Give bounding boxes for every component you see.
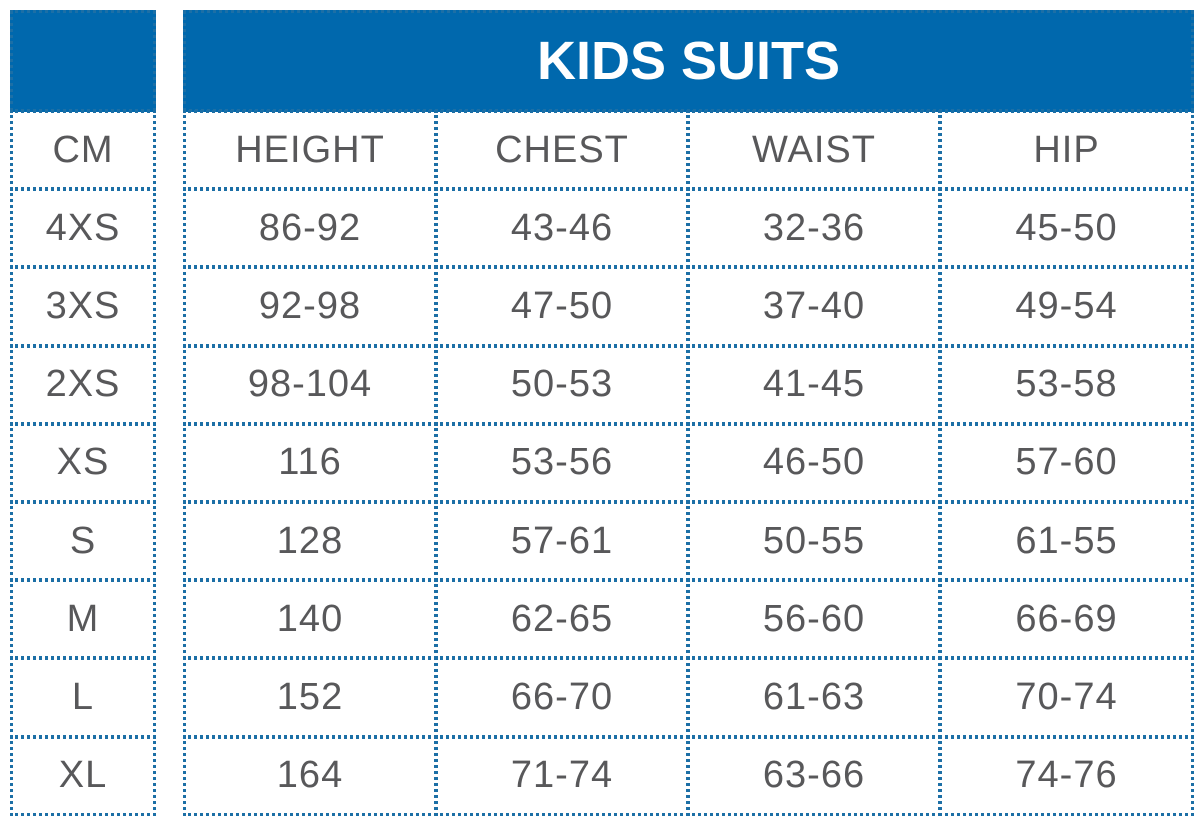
size-label: 4XS: [10, 188, 156, 269]
size-label: L: [10, 657, 156, 738]
table-cell: 66-69: [939, 579, 1194, 660]
table-cell: 152: [183, 657, 437, 738]
size-label: S: [10, 501, 156, 582]
table-cell: 47-50: [435, 266, 689, 347]
table-cell: 92-98: [183, 266, 437, 347]
size-label: 2XS: [10, 344, 156, 425]
table-cell: 53-58: [939, 344, 1194, 425]
size-label: M: [10, 579, 156, 660]
table-cell: 62-65: [435, 579, 689, 660]
table-cell: 98-104: [183, 344, 437, 425]
table-cell: 140: [183, 579, 437, 660]
table-cell: 57-61: [435, 501, 689, 582]
table-cell: 128: [183, 501, 437, 582]
title: KIDS SUITS: [183, 10, 1194, 112]
column-header: CHEST: [435, 110, 689, 191]
table-cell: 49-54: [939, 266, 1194, 347]
table-cell: 46-50: [687, 422, 941, 503]
table-cell: 50-55: [687, 501, 941, 582]
unit-header: CM: [10, 110, 156, 191]
size-label: 3XS: [10, 266, 156, 347]
size-label: XS: [10, 422, 156, 503]
table-cell: 37-40: [687, 266, 941, 347]
table-cell: 164: [183, 735, 437, 816]
size-label: XL: [10, 735, 156, 816]
table-cell: 57-60: [939, 422, 1194, 503]
column-header: HIP: [939, 110, 1194, 191]
header-blank: [10, 10, 156, 112]
table-cell: 43-46: [435, 188, 689, 269]
table-cell: 61-55: [939, 501, 1194, 582]
column-header: WAIST: [687, 110, 941, 191]
column-header: HEIGHT: [183, 110, 437, 191]
table-cell: 63-66: [687, 735, 941, 816]
table-cell: 74-76: [939, 735, 1194, 816]
table-cell: 116: [183, 422, 437, 503]
table-cell: 71-74: [435, 735, 689, 816]
table-cell: 86-92: [183, 188, 437, 269]
table-cell: 45-50: [939, 188, 1194, 269]
table-cell: 56-60: [687, 579, 941, 660]
table-cell: 53-56: [435, 422, 689, 503]
table-cell: 41-45: [687, 344, 941, 425]
table-cell: 32-36: [687, 188, 941, 269]
table-cell: 61-63: [687, 657, 941, 738]
table-cell: 66-70: [435, 657, 689, 738]
table-cell: 70-74: [939, 657, 1194, 738]
table-cell: 50-53: [435, 344, 689, 425]
